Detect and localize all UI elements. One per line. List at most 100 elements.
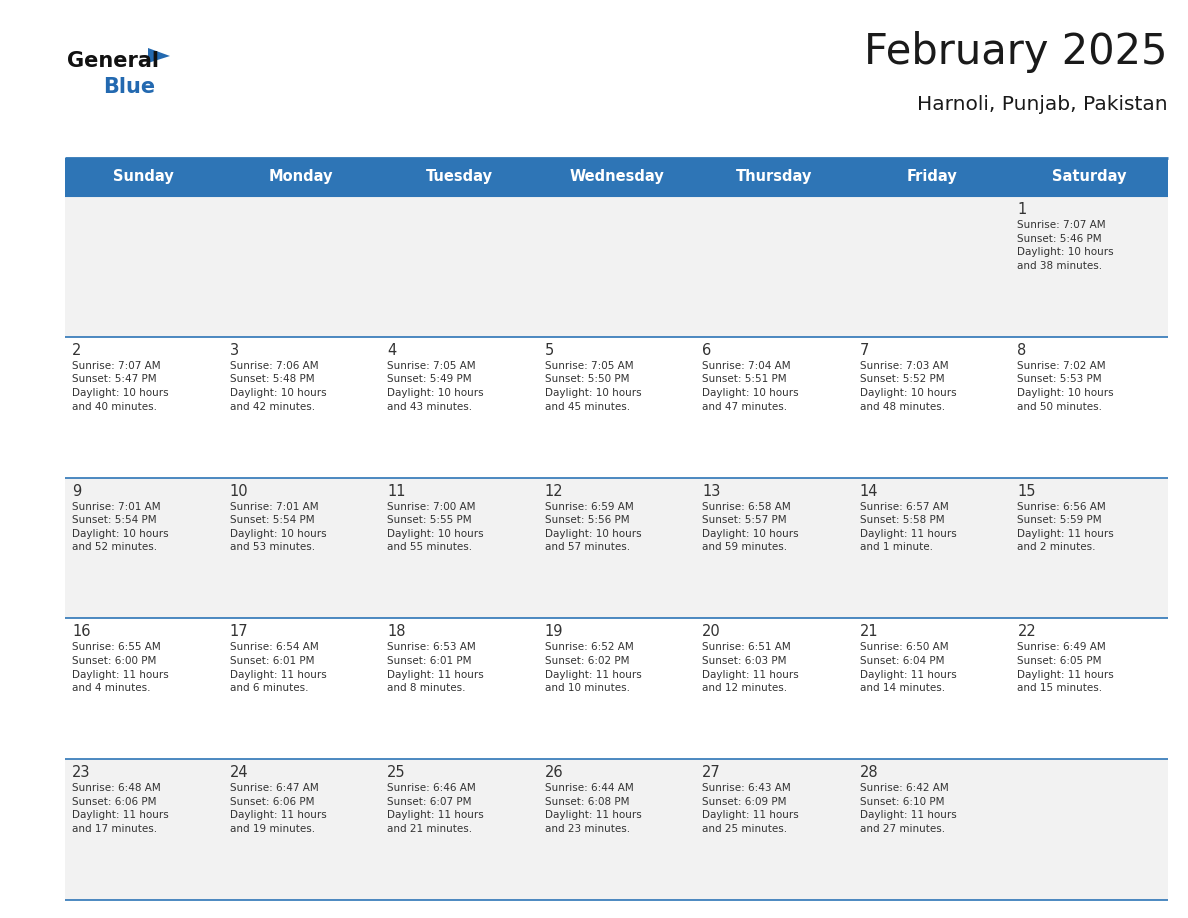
- Bar: [695, 477, 853, 619]
- Bar: [65, 619, 222, 759]
- Text: Sunrise: 6:49 AM
Sunset: 6:05 PM
Daylight: 11 hours
and 15 minutes.: Sunrise: 6:49 AM Sunset: 6:05 PM Dayligh…: [1017, 643, 1114, 693]
- Bar: [538, 759, 695, 900]
- Text: Sunrise: 6:56 AM
Sunset: 5:59 PM
Daylight: 11 hours
and 2 minutes.: Sunrise: 6:56 AM Sunset: 5:59 PM Dayligh…: [1017, 501, 1114, 553]
- Text: Sunrise: 6:44 AM
Sunset: 6:08 PM
Daylight: 11 hours
and 23 minutes.: Sunrise: 6:44 AM Sunset: 6:08 PM Dayligh…: [545, 783, 642, 834]
- Text: Sunrise: 7:01 AM
Sunset: 5:54 PM
Daylight: 10 hours
and 52 minutes.: Sunrise: 7:01 AM Sunset: 5:54 PM Dayligh…: [72, 501, 169, 553]
- Text: 26: 26: [545, 766, 563, 780]
- Text: Sunrise: 7:05 AM
Sunset: 5:49 PM
Daylight: 10 hours
and 43 minutes.: Sunrise: 7:05 AM Sunset: 5:49 PM Dayligh…: [387, 361, 484, 411]
- Bar: [222, 337, 380, 477]
- Text: 28: 28: [860, 766, 878, 780]
- Text: Sunrise: 7:01 AM
Sunset: 5:54 PM
Daylight: 10 hours
and 53 minutes.: Sunrise: 7:01 AM Sunset: 5:54 PM Dayligh…: [229, 501, 327, 553]
- Text: Sunrise: 6:54 AM
Sunset: 6:01 PM
Daylight: 11 hours
and 6 minutes.: Sunrise: 6:54 AM Sunset: 6:01 PM Dayligh…: [229, 643, 327, 693]
- Text: Sunrise: 6:48 AM
Sunset: 6:06 PM
Daylight: 11 hours
and 17 minutes.: Sunrise: 6:48 AM Sunset: 6:06 PM Dayligh…: [72, 783, 169, 834]
- Text: Sunrise: 7:07 AM
Sunset: 5:46 PM
Daylight: 10 hours
and 38 minutes.: Sunrise: 7:07 AM Sunset: 5:46 PM Dayligh…: [1017, 220, 1114, 271]
- Bar: [695, 196, 853, 337]
- Text: Sunrise: 6:57 AM
Sunset: 5:58 PM
Daylight: 11 hours
and 1 minute.: Sunrise: 6:57 AM Sunset: 5:58 PM Dayligh…: [860, 501, 956, 553]
- Bar: [853, 759, 1011, 900]
- Text: Sunrise: 7:04 AM
Sunset: 5:51 PM
Daylight: 10 hours
and 47 minutes.: Sunrise: 7:04 AM Sunset: 5:51 PM Dayligh…: [702, 361, 798, 411]
- Text: Sunrise: 6:59 AM
Sunset: 5:56 PM
Daylight: 10 hours
and 57 minutes.: Sunrise: 6:59 AM Sunset: 5:56 PM Dayligh…: [545, 501, 642, 553]
- Bar: [538, 477, 695, 619]
- Text: Sunrise: 6:53 AM
Sunset: 6:01 PM
Daylight: 11 hours
and 8 minutes.: Sunrise: 6:53 AM Sunset: 6:01 PM Dayligh…: [387, 643, 484, 693]
- Bar: [222, 759, 380, 900]
- Bar: [380, 196, 538, 337]
- Bar: [380, 477, 538, 619]
- Text: 19: 19: [545, 624, 563, 640]
- Bar: [1011, 196, 1168, 337]
- Text: Blue: Blue: [103, 77, 156, 97]
- Bar: [65, 759, 222, 900]
- Text: 4: 4: [387, 342, 397, 358]
- Bar: [695, 337, 853, 477]
- Bar: [65, 477, 222, 619]
- Text: Sunday: Sunday: [113, 170, 175, 185]
- Text: 22: 22: [1017, 624, 1036, 640]
- Bar: [222, 196, 380, 337]
- Bar: [695, 759, 853, 900]
- Bar: [538, 196, 695, 337]
- Text: 24: 24: [229, 766, 248, 780]
- Text: General: General: [67, 51, 159, 71]
- Text: February 2025: February 2025: [865, 31, 1168, 73]
- Text: 16: 16: [72, 624, 90, 640]
- Bar: [380, 619, 538, 759]
- Text: Sunrise: 6:43 AM
Sunset: 6:09 PM
Daylight: 11 hours
and 25 minutes.: Sunrise: 6:43 AM Sunset: 6:09 PM Dayligh…: [702, 783, 800, 834]
- Bar: [853, 619, 1011, 759]
- Text: Sunrise: 6:55 AM
Sunset: 6:00 PM
Daylight: 11 hours
and 4 minutes.: Sunrise: 6:55 AM Sunset: 6:00 PM Dayligh…: [72, 643, 169, 693]
- Bar: [1011, 759, 1168, 900]
- Bar: [65, 337, 222, 477]
- Bar: [222, 158, 380, 196]
- Bar: [695, 158, 853, 196]
- Text: 3: 3: [229, 342, 239, 358]
- Text: 20: 20: [702, 624, 721, 640]
- Text: Sunrise: 6:47 AM
Sunset: 6:06 PM
Daylight: 11 hours
and 19 minutes.: Sunrise: 6:47 AM Sunset: 6:06 PM Dayligh…: [229, 783, 327, 834]
- Bar: [695, 619, 853, 759]
- Text: Thursday: Thursday: [735, 170, 813, 185]
- Text: 25: 25: [387, 766, 406, 780]
- Bar: [222, 477, 380, 619]
- Text: Harnoli, Punjab, Pakistan: Harnoli, Punjab, Pakistan: [917, 95, 1168, 115]
- Bar: [538, 619, 695, 759]
- Text: 2: 2: [72, 342, 81, 358]
- Text: Sunrise: 6:58 AM
Sunset: 5:57 PM
Daylight: 10 hours
and 59 minutes.: Sunrise: 6:58 AM Sunset: 5:57 PM Dayligh…: [702, 501, 798, 553]
- Text: Sunrise: 7:06 AM
Sunset: 5:48 PM
Daylight: 10 hours
and 42 minutes.: Sunrise: 7:06 AM Sunset: 5:48 PM Dayligh…: [229, 361, 327, 411]
- Bar: [380, 759, 538, 900]
- Text: 7: 7: [860, 342, 870, 358]
- Text: 23: 23: [72, 766, 90, 780]
- Bar: [853, 477, 1011, 619]
- Text: Sunrise: 6:52 AM
Sunset: 6:02 PM
Daylight: 11 hours
and 10 minutes.: Sunrise: 6:52 AM Sunset: 6:02 PM Dayligh…: [545, 643, 642, 693]
- Bar: [1011, 337, 1168, 477]
- Bar: [853, 196, 1011, 337]
- Text: Monday: Monday: [270, 170, 334, 185]
- Text: 18: 18: [387, 624, 405, 640]
- Bar: [853, 158, 1011, 196]
- Bar: [1011, 619, 1168, 759]
- Text: 5: 5: [545, 342, 554, 358]
- Text: 10: 10: [229, 484, 248, 498]
- Bar: [380, 158, 538, 196]
- Text: 6: 6: [702, 342, 712, 358]
- Text: 13: 13: [702, 484, 721, 498]
- Text: 8: 8: [1017, 342, 1026, 358]
- Bar: [222, 619, 380, 759]
- Bar: [380, 337, 538, 477]
- Text: 15: 15: [1017, 484, 1036, 498]
- Text: Sunrise: 7:05 AM
Sunset: 5:50 PM
Daylight: 10 hours
and 45 minutes.: Sunrise: 7:05 AM Sunset: 5:50 PM Dayligh…: [545, 361, 642, 411]
- Bar: [65, 158, 222, 196]
- Bar: [538, 337, 695, 477]
- Text: 17: 17: [229, 624, 248, 640]
- Text: Tuesday: Tuesday: [425, 170, 493, 185]
- Text: 12: 12: [545, 484, 563, 498]
- Text: Sunrise: 6:51 AM
Sunset: 6:03 PM
Daylight: 11 hours
and 12 minutes.: Sunrise: 6:51 AM Sunset: 6:03 PM Dayligh…: [702, 643, 800, 693]
- Text: Saturday: Saturday: [1051, 170, 1126, 185]
- Text: Friday: Friday: [906, 170, 958, 185]
- Text: Sunrise: 6:50 AM
Sunset: 6:04 PM
Daylight: 11 hours
and 14 minutes.: Sunrise: 6:50 AM Sunset: 6:04 PM Dayligh…: [860, 643, 956, 693]
- Text: Sunrise: 6:42 AM
Sunset: 6:10 PM
Daylight: 11 hours
and 27 minutes.: Sunrise: 6:42 AM Sunset: 6:10 PM Dayligh…: [860, 783, 956, 834]
- Text: Sunrise: 7:07 AM
Sunset: 5:47 PM
Daylight: 10 hours
and 40 minutes.: Sunrise: 7:07 AM Sunset: 5:47 PM Dayligh…: [72, 361, 169, 411]
- Bar: [853, 337, 1011, 477]
- Text: 11: 11: [387, 484, 405, 498]
- Bar: [1011, 477, 1168, 619]
- Text: 27: 27: [702, 766, 721, 780]
- Text: Sunrise: 7:03 AM
Sunset: 5:52 PM
Daylight: 10 hours
and 48 minutes.: Sunrise: 7:03 AM Sunset: 5:52 PM Dayligh…: [860, 361, 956, 411]
- Text: Sunrise: 6:46 AM
Sunset: 6:07 PM
Daylight: 11 hours
and 21 minutes.: Sunrise: 6:46 AM Sunset: 6:07 PM Dayligh…: [387, 783, 484, 834]
- Polygon shape: [148, 48, 170, 63]
